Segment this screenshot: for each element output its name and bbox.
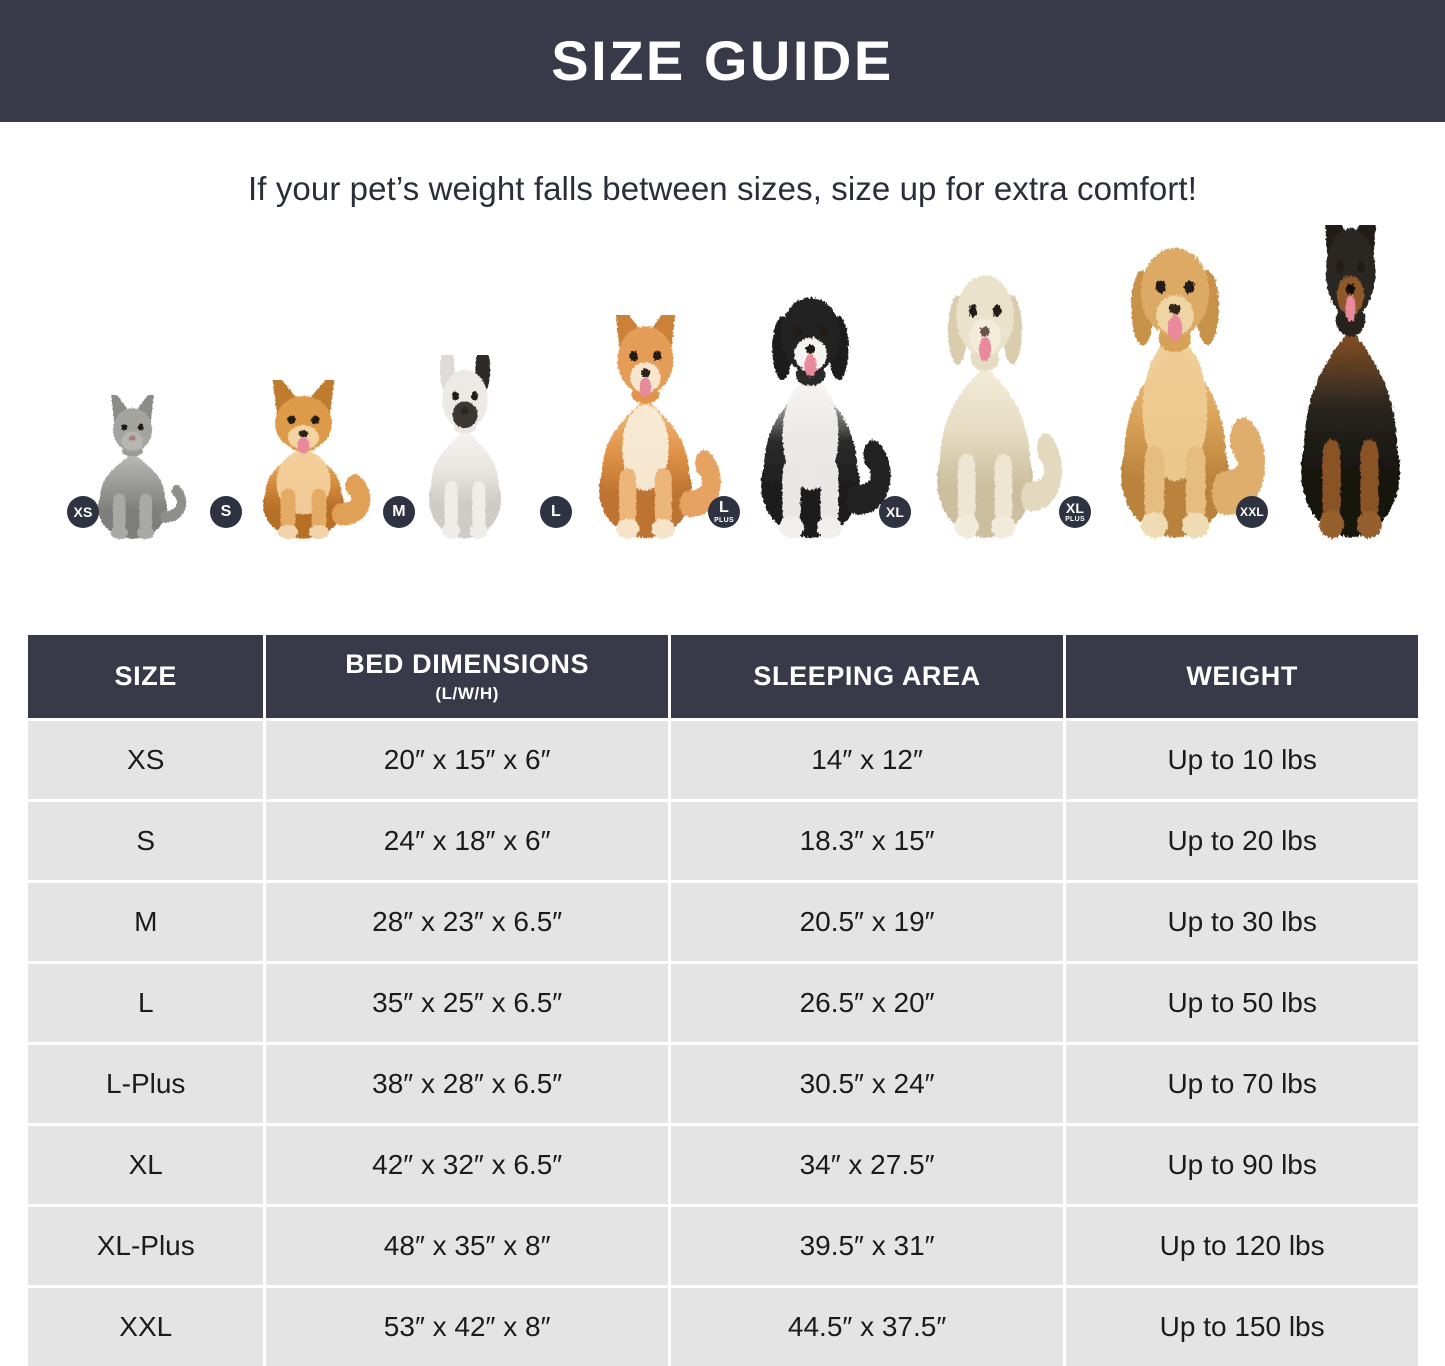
table-cell-dimensions: 20″ x 15″ x 6″: [266, 721, 668, 799]
table-cell-weight: Up to 30 lbs: [1066, 883, 1418, 961]
subtitle-row: If your pet’s weight falls between sizes…: [0, 122, 1445, 208]
table-cell-weight: Up to 50 lbs: [1066, 964, 1418, 1042]
table-row: M 28″ x 23″ x 6.5″ 20.5″ x 19″ Up to 30 lbs: [28, 883, 1418, 961]
dog-golden-retriever-illustration: [1085, 245, 1266, 540]
table-header-row: SIZE BED DIMENSIONS (L/W/H) SLEEPING AREA WE…: [28, 635, 1418, 718]
animal-slot-s: S: [210, 367, 371, 540]
table-cell-size: XL: [28, 1126, 264, 1204]
table-cell-weight: Up to 20 lbs: [1066, 802, 1418, 880]
animal-slot-xs: XS: [67, 385, 190, 540]
table-row: XS 20″ x 15″ x 6″ 14″ x 12″ Up to 10 lbs: [28, 721, 1418, 799]
size-badge-m: M: [383, 496, 415, 528]
animal-slot-xxl: XXL: [1236, 181, 1433, 540]
table-cell-size: XL-Plus: [28, 1207, 264, 1285]
table-cell-dimensions: 53″ x 42″ x 8″: [266, 1288, 668, 1366]
table-cell-sleeping-area: 30.5″ x 24″: [670, 1045, 1064, 1123]
table-cell-dimensions: 38″ x 28″ x 6.5″: [266, 1045, 668, 1123]
dog-doberman-illustration: [1268, 181, 1433, 540]
page-title: SIZE GUIDE: [551, 29, 894, 92]
cat-gray-shorthair-illustration: [75, 385, 190, 540]
size-badge-xxl: XXL: [1236, 496, 1268, 528]
subtitle-text: If your pet’s weight falls between sizes…: [248, 170, 1197, 207]
size-badge-label: XL: [1065, 500, 1085, 516]
animal-size-lineup: XS S M L L PLUS XL XL PLUS XXL: [0, 181, 1445, 540]
table-cell-weight: Up to 70 lbs: [1066, 1045, 1418, 1123]
animal-slot-xl: XL: [879, 270, 1065, 540]
table-cell-sleeping-area: 39.5″ x 31″: [670, 1207, 1064, 1285]
table-cell-sleeping-area: 14″ x 12″: [670, 721, 1064, 799]
table-cell-weight: Up to 150 lbs: [1066, 1288, 1418, 1366]
header-band: SIZE GUIDE: [0, 0, 1445, 122]
table-row: XL 42″ x 32″ x 6.5″ 34″ x 27.5″ Up to 90 lb…: [28, 1126, 1418, 1204]
size-table: SIZE BED DIMENSIONS (L/W/H) SLEEPING AREA WE…: [28, 635, 1418, 1366]
table-cell-sleeping-area: 34″ x 27.5″: [670, 1126, 1064, 1204]
table-cell-size: M: [28, 883, 264, 961]
size-badge-label: XS: [73, 504, 93, 520]
table-header-label: BED DIMENSIONS: [345, 649, 590, 679]
animal-slot-m: M: [383, 345, 525, 540]
size-badge-xl: XL: [879, 496, 911, 528]
dog-pomeranian-illustration: [236, 367, 371, 540]
table-row: XL-Plus 48″ x 35″ x 8″ 39.5″ x 31″ Up to 12…: [28, 1207, 1418, 1285]
table-cell-dimensions: 42″ x 32″ x 6.5″: [266, 1126, 668, 1204]
animal-slot-xl-plus: XL PLUS: [1059, 245, 1266, 540]
table-header-label: SIZE: [114, 661, 177, 691]
table-cell-weight: Up to 120 lbs: [1066, 1207, 1418, 1285]
animal-slot-l: L: [540, 290, 723, 540]
dog-labrador-retriever-illustration: [905, 270, 1065, 540]
table-cell-dimensions: 48″ x 35″ x 8″: [266, 1207, 668, 1285]
table-cell-weight: Up to 10 lbs: [1066, 721, 1418, 799]
table-row: S 24″ x 18″ x 6″ 18.3″ x 15″ Up to 20 lbs: [28, 802, 1418, 880]
table-header-sleeping-area: SLEEPING AREA: [670, 635, 1064, 718]
size-badge-xs: XS: [67, 496, 99, 528]
dog-border-collie-illustration: [728, 290, 893, 540]
table-header-dimensions: BED DIMENSIONS (L/W/H): [266, 635, 668, 718]
table-cell-dimensions: 24″ x 18″ x 6″: [266, 802, 668, 880]
size-badge-sublabel: PLUS: [1065, 516, 1085, 523]
size-badge-label: XL: [885, 504, 905, 520]
table-row: L 35″ x 25″ x 6.5″ 26.5″ x 20″ Up to 50 lbs: [28, 964, 1418, 1042]
table-cell-size: L: [28, 964, 264, 1042]
table-header-size: SIZE: [28, 635, 264, 718]
table-row: L-Plus 38″ x 28″ x 6.5″ 30.5″ x 24″ Up to 7…: [28, 1045, 1418, 1123]
table-row: XXL 53″ x 42″ x 8″ 44.5″ x 37.5″ Up to 150 …: [28, 1288, 1418, 1366]
table-cell-sleeping-area: 20.5″ x 19″: [670, 883, 1064, 961]
size-badge-label: L: [551, 503, 561, 520]
size-badge-sublabel: PLUS: [714, 517, 734, 524]
table-cell-size: S: [28, 802, 264, 880]
table-cell-dimensions: 28″ x 23″ x 6.5″: [266, 883, 668, 961]
table-cell-size: L-Plus: [28, 1045, 264, 1123]
size-badge-label: XXL: [1240, 505, 1264, 519]
table-cell-size: XXL: [28, 1288, 264, 1366]
size-badge-s: S: [210, 496, 242, 528]
dog-shiba-inu-illustration: [568, 290, 723, 540]
dog-french-bulldog-illustration: [405, 345, 525, 540]
table-header-label: WEIGHT: [1186, 661, 1298, 691]
size-badge-l: L: [540, 496, 572, 528]
table-cell-sleeping-area: 26.5″ x 20″: [670, 964, 1064, 1042]
table-cell-sleeping-area: 18.3″ x 15″: [670, 802, 1064, 880]
size-badge-l-plus: L PLUS: [708, 496, 740, 528]
size-badge-label: M: [392, 503, 406, 520]
table-cell-weight: Up to 90 lbs: [1066, 1126, 1418, 1204]
table-cell-size: XS: [28, 721, 264, 799]
table-cell-sleeping-area: 44.5″ x 37.5″: [670, 1288, 1064, 1366]
size-badge-label: L: [719, 499, 729, 516]
animal-slot-l-plus: L PLUS: [708, 290, 893, 540]
table-header-weight: WEIGHT: [1066, 635, 1418, 718]
size-badge-xl-plus: XL PLUS: [1059, 496, 1091, 528]
table-header-sublabel: (L/W/H): [435, 684, 499, 703]
table-header-label: SLEEPING AREA: [753, 661, 981, 691]
table-cell-dimensions: 35″ x 25″ x 6.5″: [266, 964, 668, 1042]
table-body: XS 20″ x 15″ x 6″ 14″ x 12″ Up to 10 lbs S 24…: [28, 721, 1418, 1366]
size-badge-label: S: [220, 503, 232, 520]
